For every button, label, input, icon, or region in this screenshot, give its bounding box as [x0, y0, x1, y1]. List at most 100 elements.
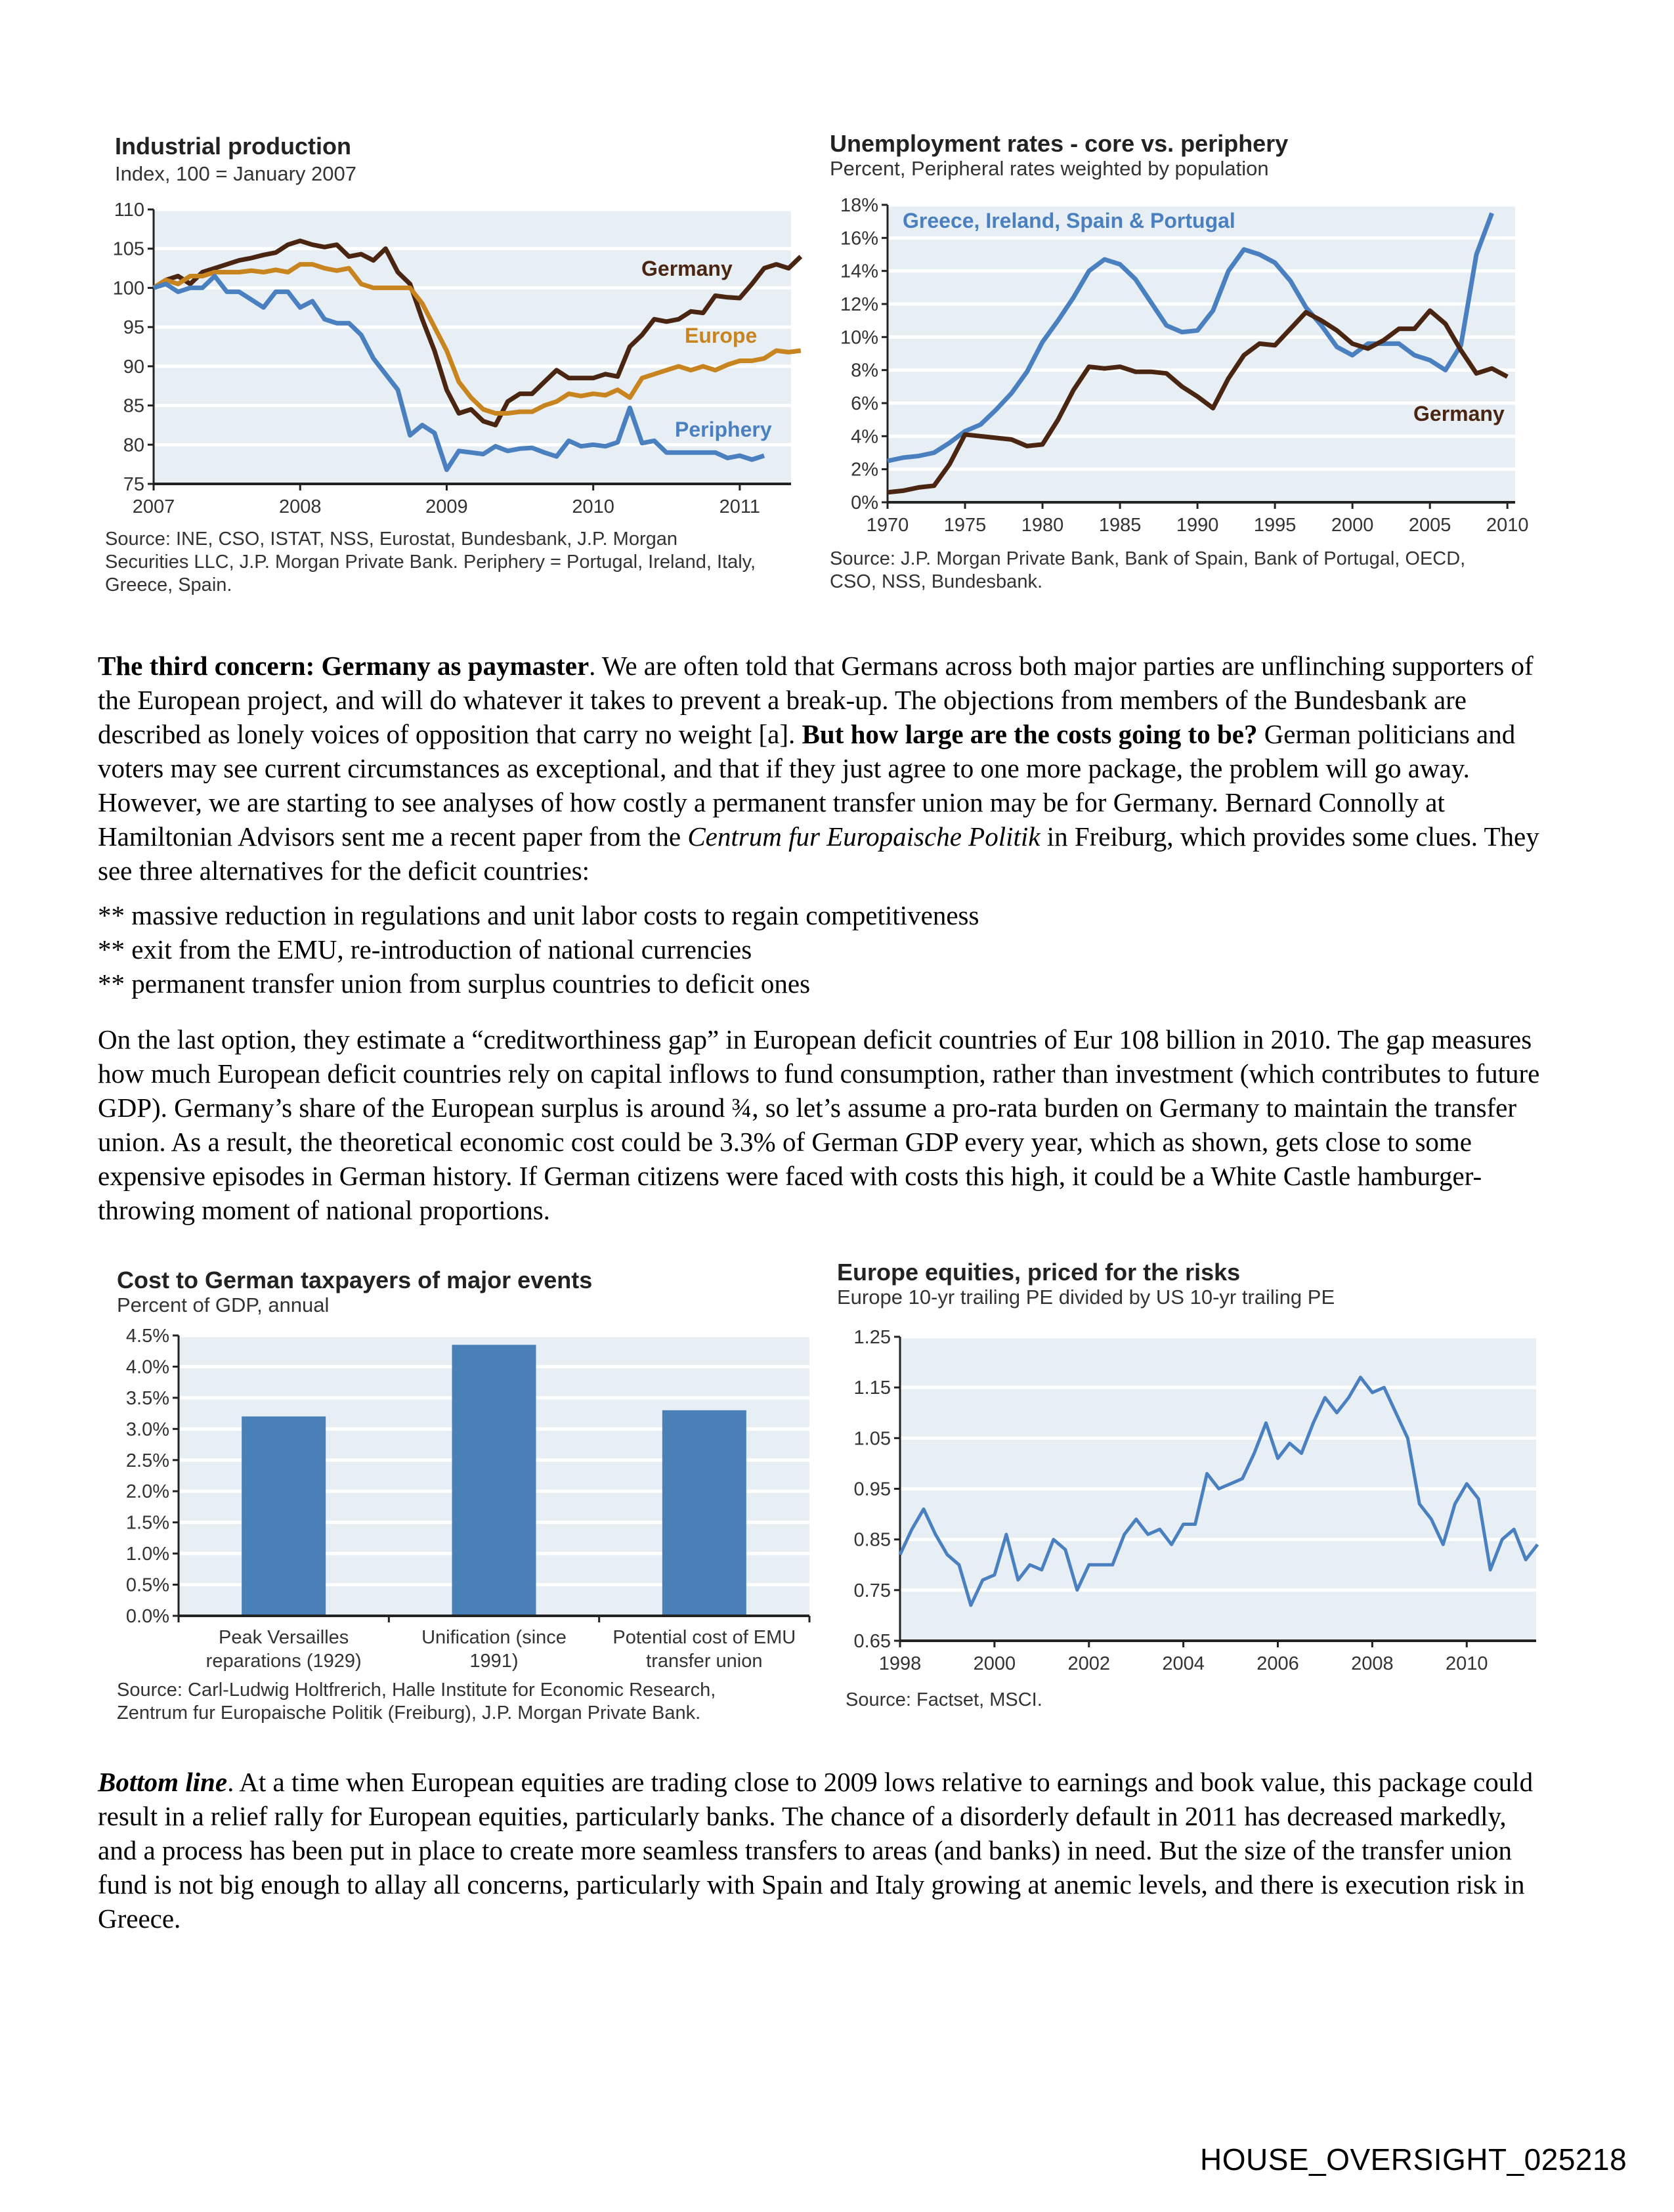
y-tick-label: 0.0% — [126, 1606, 169, 1627]
periphery-label: Greece, Ireland, Spain & Portugal — [903, 209, 1235, 232]
chart-title: Industrial production — [115, 133, 351, 160]
plot-background — [888, 205, 1515, 502]
category-label: transfer union — [646, 1651, 762, 1672]
y-tick-label: 0.95 — [854, 1479, 891, 1500]
x-tick-label: 2011 — [719, 496, 760, 517]
y-tick-label: 0.5% — [126, 1575, 169, 1596]
paragraph-text: . We are often told that Germans across … — [98, 651, 1534, 749]
x-tick-label: 1990 — [1176, 515, 1219, 536]
series-line-periphery — [152, 274, 765, 472]
y-tick-label: 16% — [840, 228, 878, 249]
y-tick-label: 1.15 — [854, 1377, 891, 1399]
y-tick-label: 100 — [113, 278, 144, 299]
y-tick-label: 3.0% — [126, 1419, 169, 1440]
europe-equities-chart: 0.65 0.75 0.85 0.95 1.05 1.15 1.25 1998 2000 2002… — [837, 1259, 1539, 1710]
y-tick-label: 4.0% — [126, 1356, 169, 1377]
y-tick-label: 1.0% — [126, 1544, 169, 1565]
category-label: Peak Versailles — [219, 1627, 349, 1648]
y-tick-label: 2.0% — [126, 1481, 169, 1502]
chart-subtitle: Percent of GDP, annual — [117, 1293, 329, 1316]
series-line-greece-ireland-spain-portugal — [887, 212, 1494, 464]
germany-label: Germany — [641, 257, 733, 280]
y-tick-label: 1.25 — [854, 1327, 891, 1348]
x-tick-label: 2002 — [1067, 1653, 1110, 1674]
chart-source: Securities LLC, J.P. Morgan Private Bank… — [105, 552, 756, 573]
x-tick-label: 2004 — [1162, 1653, 1205, 1674]
y-tick-label: 0% — [851, 492, 878, 513]
series-line-europe — [152, 262, 802, 416]
category-label: reparations (1929) — [206, 1651, 362, 1672]
chart-subtitle: Index, 100 = January 2007 — [115, 162, 356, 185]
x-tick-label: 1980 — [1021, 515, 1064, 536]
paragraph-text: in Freiburg, which provides some clues. … — [98, 821, 1539, 886]
x-tick-label: 1970 — [867, 515, 909, 536]
x-tick-label: 1975 — [944, 515, 987, 536]
y-tick-label: 110 — [114, 200, 144, 221]
y-tick-label: 12% — [840, 294, 878, 315]
italic-centrum: Centrum fur Europaische Politik — [687, 821, 1041, 852]
y-tick-label: 90 — [123, 357, 144, 378]
y-tick-label: 10% — [840, 327, 878, 348]
series-line-germany — [152, 238, 803, 427]
list-item: ** massive reduction in regulations and … — [98, 900, 979, 930]
y-tick-label: 4.5% — [126, 1326, 169, 1347]
paragraph-germany-paymaster: The third concern: Germany as paymaster.… — [98, 649, 1552, 888]
heading-bottom-line: Bottom line — [98, 1767, 228, 1797]
y-tick-label: 75 — [123, 474, 144, 495]
chart-title: Unemployment rates - core vs. periphery — [830, 130, 1288, 157]
y-tick-label: 0.75 — [854, 1580, 891, 1601]
chart-source: Source: INE, CSO, ISTAT, NSS, Eurostat, … — [105, 529, 677, 550]
chart-source: Source: J.P. Morgan Private Bank, Bank o… — [830, 548, 1465, 569]
x-tick-label: 1995 — [1254, 515, 1297, 536]
chart-source: Source: Factset, MSCI. — [846, 1689, 1042, 1710]
y-tick-label: 95 — [123, 317, 144, 338]
category-label: 1991) — [469, 1651, 518, 1672]
europe-label: Europe — [685, 324, 757, 347]
y-tick-label: 1.05 — [854, 1428, 891, 1449]
cost-bar-chart: Cost to German taxpayers of major events… — [117, 1267, 811, 1724]
x-tick-label: 2006 — [1256, 1653, 1299, 1674]
y-tick-label: 14% — [840, 261, 878, 282]
unemployment-chart: 0% 2% 4% 6% 8% 10% 12% 14% 16% 18% 1970 1975 1980 198… — [830, 130, 1529, 592]
series-line-europe-us-pe-ratio — [898, 1376, 1539, 1607]
x-tick-label: 2010 — [572, 496, 614, 517]
paragraph-creditworthiness-gap: On the last option, they estimate a “cre… — [98, 1024, 1540, 1225]
bar — [662, 1410, 746, 1616]
y-tick-label: 8% — [851, 360, 878, 381]
chart-source: Greece, Spain. — [105, 575, 232, 596]
y-tick-label: 105 — [113, 239, 144, 260]
germany-label: Germany — [1413, 402, 1505, 425]
y-tick-label: 6% — [851, 393, 878, 414]
chart-source: Source: Carl-Ludwig Holtfrerich, Halle I… — [117, 1680, 716, 1701]
paragraph-bottom-line: Bottom line. At a time when European equ… — [98, 1765, 1552, 1936]
list-item: ** exit from the EMU, re-introduction of… — [98, 934, 752, 965]
heading-third-concern: The third concern: Germany as paymaster — [98, 651, 590, 681]
paragraph-text: German politicians and voters may see cu… — [98, 719, 1516, 852]
bar — [452, 1345, 536, 1616]
x-tick-label: 2010 — [1486, 515, 1529, 536]
x-tick-label: 2000 — [974, 1653, 1016, 1674]
series-line-germany — [887, 308, 1509, 495]
x-tick-label: 2005 — [1409, 515, 1451, 536]
x-tick-label: 1985 — [1099, 515, 1142, 536]
x-tick-label: 2007 — [133, 496, 175, 517]
y-tick-label: 80 — [123, 435, 144, 456]
chart-cost-german-taxpayers: Cost to German taxpayers of major events… — [98, 1247, 821, 1746]
chart-title: Cost to German taxpayers of major events — [117, 1267, 592, 1293]
industrial-production-chart: 75 80 85 90 95 100 105 110 2007 2008 2009 2010 2011 I… — [105, 133, 803, 596]
x-tick-label: 2009 — [425, 496, 468, 517]
list-item: ** permanent transfer union from surplus… — [98, 968, 811, 999]
chart-title: Europe equities, priced for the risks — [837, 1259, 1240, 1286]
y-tick-label: 85 — [123, 396, 144, 417]
chart-source: CSO, NSS, Bundesbank. — [830, 571, 1042, 592]
chart-source: Zentrum fur Europaische Politik (Freibur… — [117, 1702, 700, 1724]
periphery-label: Periphery — [675, 418, 772, 441]
x-tick-label: 2000 — [1331, 515, 1374, 536]
document-id-footer: HOUSE_OVERSIGHT_025218 — [1200, 2142, 1627, 2177]
x-tick-label: 1998 — [879, 1653, 922, 1674]
chart-subtitle: Percent, Peripheral rates weighted by po… — [830, 157, 1269, 180]
y-tick-label: 18% — [840, 195, 878, 216]
y-tick-label: 0.65 — [854, 1631, 891, 1652]
bold-question: But how large are the costs going to be? — [802, 719, 1258, 749]
y-tick-label: 3.5% — [126, 1388, 169, 1409]
